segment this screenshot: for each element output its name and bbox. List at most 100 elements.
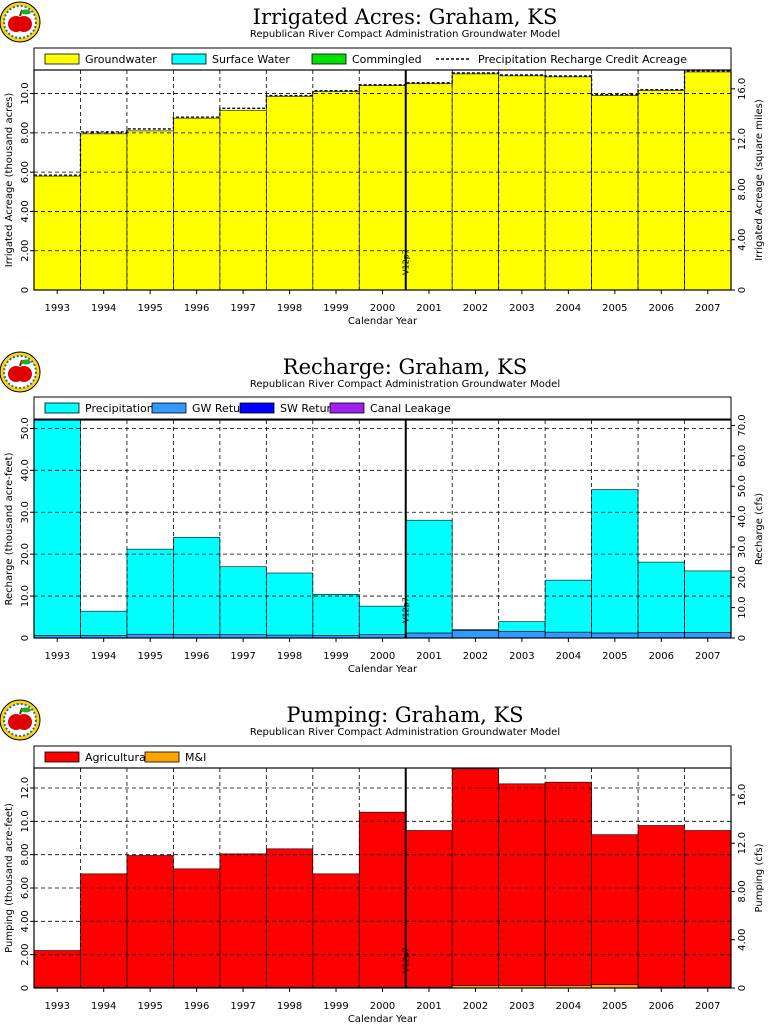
y-axis-label: Irrigated Acreage (thousand acres) (4, 93, 15, 268)
bar-precipitation (173, 537, 221, 635)
x-tick-label: 1996 (184, 651, 209, 662)
bar-groundwater (33, 175, 81, 291)
x-tick-label: 1997 (230, 1001, 255, 1012)
x-tick-label: 2001 (416, 303, 441, 314)
x-tick-label: 1993 (45, 1001, 70, 1012)
right-tick-label: 16.0 (737, 784, 748, 806)
bar-precipitation (312, 594, 360, 636)
x-tick-label: 2007 (695, 1001, 720, 1012)
right-tick-label: 0 (737, 287, 748, 293)
version-marker-label: V12p7 (402, 249, 411, 275)
x-tick-label: 2007 (695, 303, 720, 314)
y-tick-label: 10.0 (20, 585, 31, 607)
bar-precipitation (126, 548, 174, 635)
y-tick-label: 20.0 (20, 543, 31, 565)
bar-gwreturns (544, 631, 592, 639)
bar-gwreturns (684, 632, 732, 639)
legend-box (33, 396, 732, 420)
y-tick-label: 2.00 (20, 240, 31, 262)
right-tick-label: 12.0 (737, 128, 748, 150)
bar-groundwater (358, 85, 407, 291)
legend-label: Canal Leakage (370, 402, 451, 415)
bar-precipitation (219, 566, 267, 635)
right-tick-label: 20.0 (737, 566, 748, 588)
legend-label: M&I (185, 751, 206, 764)
bar-agricultural (544, 781, 592, 986)
y-axis-label-right: Pumping (cfs) (754, 843, 765, 912)
y-tick-label: 40.0 (20, 459, 31, 481)
logo-apple-leaf (21, 9, 31, 15)
x-tick-label: 1994 (91, 303, 116, 314)
apple-logo-icon (0, 351, 41, 393)
chart-title: Pumping: Graham, KS (286, 703, 523, 727)
x-tick-label: 1996 (184, 303, 209, 314)
bar-agricultural (173, 868, 221, 988)
right-tick-label: 4.00 (737, 929, 748, 951)
y-axis-label-right: Irrigated Acreage (square miles) (754, 99, 765, 261)
y-axis-label-right: Recharge (cfs) (754, 493, 765, 565)
right-tick-label: 10.0 (737, 597, 748, 619)
x-tick-label: 2005 (602, 1001, 627, 1012)
x-tick-label: 1999 (323, 303, 348, 314)
y-tick-label: 6.00 (20, 161, 31, 183)
bar-precipitation (591, 489, 639, 634)
x-tick-label: 2002 (463, 651, 488, 662)
bar-agricultural (33, 950, 81, 988)
x-tick-label: 1994 (91, 651, 116, 662)
x-tick-label: 1998 (277, 651, 302, 662)
reference-line (34, 70, 731, 176)
bar-groundwater (498, 75, 546, 291)
y-tick-label: 8.00 (20, 122, 31, 144)
x-tick-label: 1999 (323, 651, 348, 662)
bar-agricultural (591, 834, 639, 985)
legend-swatch (44, 53, 80, 65)
bar-groundwater (544, 76, 592, 291)
y-tick-label: 30.0 (20, 501, 31, 523)
y-tick-label: 4.00 (20, 200, 31, 222)
x-tick-label: 2003 (509, 303, 534, 314)
legend-swatch (144, 751, 180, 763)
chart-subtitle: Republican River Compact Administration … (250, 379, 560, 390)
x-tick-label: 2001 (416, 1001, 441, 1012)
x-tick-label: 2000 (370, 1001, 395, 1012)
x-tick-label: 1995 (137, 1001, 162, 1012)
x-tick-label: 2006 (649, 303, 674, 314)
legend-swatch (329, 402, 365, 414)
right-tick-label: 12.0 (737, 832, 748, 854)
bar-groundwater (405, 83, 453, 291)
apple-logo-icon (0, 1, 41, 43)
bar-gwreturns (498, 630, 546, 639)
legend-swatch (44, 402, 80, 414)
bar-groundwater (219, 109, 267, 291)
bar-groundwater (591, 95, 639, 291)
right-tick-label: 0 (737, 985, 748, 991)
bar-precipitation (684, 570, 732, 633)
right-tick-label: 70.0 (737, 414, 748, 436)
bar-precipitation (498, 621, 546, 632)
y-axis-label: Recharge (thousand acre-feet) (4, 452, 15, 605)
x-tick-label: 2006 (649, 1001, 674, 1012)
version-marker-label: V12p7 (402, 597, 411, 623)
right-tick-label: 8.00 (737, 880, 748, 902)
x-tick-label: 2006 (649, 651, 674, 662)
x-tick-label: 1994 (91, 1001, 116, 1012)
legend-swatch (171, 53, 207, 65)
y-tick-label: 6.00 (20, 877, 31, 899)
bar-gwreturns (451, 630, 499, 639)
legend-swatch (151, 402, 187, 414)
bar-groundwater (451, 73, 499, 291)
bar-precipitation (33, 418, 81, 636)
bar-groundwater (173, 117, 221, 291)
bar-precipitation (637, 561, 685, 633)
logo-apple-right (16, 366, 32, 382)
x-tick-label: 2005 (602, 303, 627, 314)
bar-groundwater (80, 133, 128, 291)
x-tick-label: 1996 (184, 1001, 209, 1012)
x-tick-label: 2003 (509, 651, 534, 662)
bar-groundwater (266, 96, 314, 291)
y-tick-label: 8.00 (20, 844, 31, 866)
x-tick-label: 1998 (277, 1001, 302, 1012)
x-tick-label: 2004 (556, 651, 581, 662)
x-tick-label: 2005 (602, 651, 627, 662)
